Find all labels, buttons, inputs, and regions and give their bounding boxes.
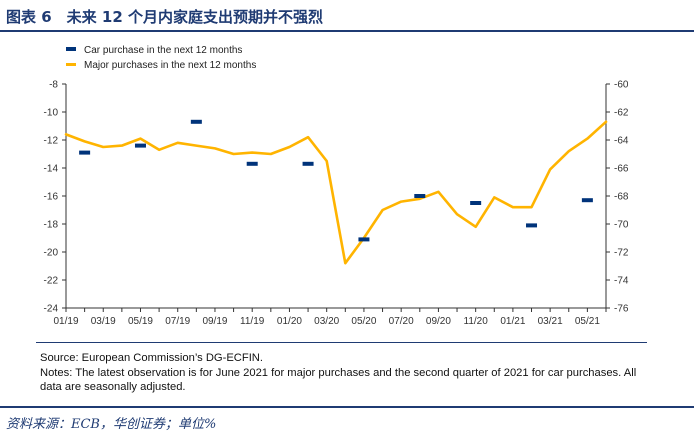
right-tick-label: -64 [614, 136, 629, 147]
car-purchase-marker [190, 119, 202, 124]
x-tick-label: 03/21 [538, 316, 563, 327]
right-tick-label: -68 [614, 192, 629, 203]
car-purchase-marker [358, 237, 370, 242]
car-purchase-marker [414, 194, 426, 198]
left-tick-label: -8 [49, 80, 58, 91]
legend-car-swatch [66, 47, 76, 51]
x-tick-label: 05/20 [351, 316, 376, 327]
right-tick-label: -66 [614, 164, 629, 175]
right-tick-label: -74 [614, 276, 629, 287]
left-tick-label: -18 [44, 220, 59, 231]
source-footer: 资料来源：ECB，华创证券；单位% [6, 417, 217, 432]
source-note: Source: European Commission’s DG-ECFIN. [40, 352, 263, 364]
left-tick-label: -16 [44, 192, 59, 203]
legend-car-label: Car purchase in the next 12 months [84, 45, 242, 56]
x-tick-label: 01/21 [500, 316, 525, 327]
bottom-rule [0, 406, 694, 408]
left-tick-label: -22 [44, 276, 59, 287]
right-tick-label: -62 [614, 108, 629, 119]
legend-major-swatch [66, 63, 76, 66]
left-tick-label: -10 [44, 108, 59, 119]
legend: Car purchase in the next 12 months Major… [66, 45, 256, 71]
x-tick-label: 09/20 [426, 316, 451, 327]
x-tick-label: 05/21 [575, 316, 600, 327]
x-tick-label: 11/20 [464, 316, 489, 327]
car-purchase-marker [134, 143, 146, 148]
axes: -24 -22 -20 -18 -16 -14 -12 -10 -8 -76 -74 -72 -70 -6… [44, 80, 629, 328]
x-tick-label: 03/20 [314, 316, 339, 327]
x-tick-label: 07/19 [165, 316, 190, 327]
car-purchase-marker [470, 201, 482, 205]
x-tick-label: 03/19 [91, 316, 116, 327]
left-tick-label: -14 [44, 164, 59, 175]
car-purchase-marker [581, 198, 593, 203]
x-tick-label: 01/19 [53, 316, 78, 327]
notes-rule [36, 342, 647, 343]
car-purchase-marker [79, 150, 91, 155]
left-tick-label: -12 [44, 136, 59, 147]
right-tick-label: -76 [614, 304, 629, 315]
left-tick-label: -20 [44, 248, 59, 259]
car-purchase-marker [246, 161, 258, 166]
figure-title: 图表 6 未来 12 个月内家庭支出预期并不强烈 [6, 8, 323, 26]
title-rule [0, 30, 694, 32]
x-tick-label: 11/19 [240, 316, 265, 327]
x-tick-label: 07/20 [389, 316, 414, 327]
right-tick-label: -70 [614, 220, 629, 231]
right-tick-label: -72 [614, 248, 629, 259]
car-purchase-marker [526, 223, 538, 228]
notes-text: Notes: The latest observation is for Jun… [40, 367, 637, 393]
x-tick-label: 09/19 [202, 316, 227, 327]
x-tick-label: 05/19 [128, 316, 153, 327]
chart: Car purchase in the next 12 months Major… [44, 45, 629, 328]
major-purchases-line [64, 120, 608, 265]
plot-area [64, 119, 608, 265]
car-purchase-marker [302, 161, 314, 166]
right-tick-label: -60 [614, 80, 629, 91]
legend-major-label: Major purchases in the next 12 months [84, 60, 256, 71]
left-tick-label: -24 [44, 304, 59, 315]
x-tick-label: 01/20 [277, 316, 302, 327]
